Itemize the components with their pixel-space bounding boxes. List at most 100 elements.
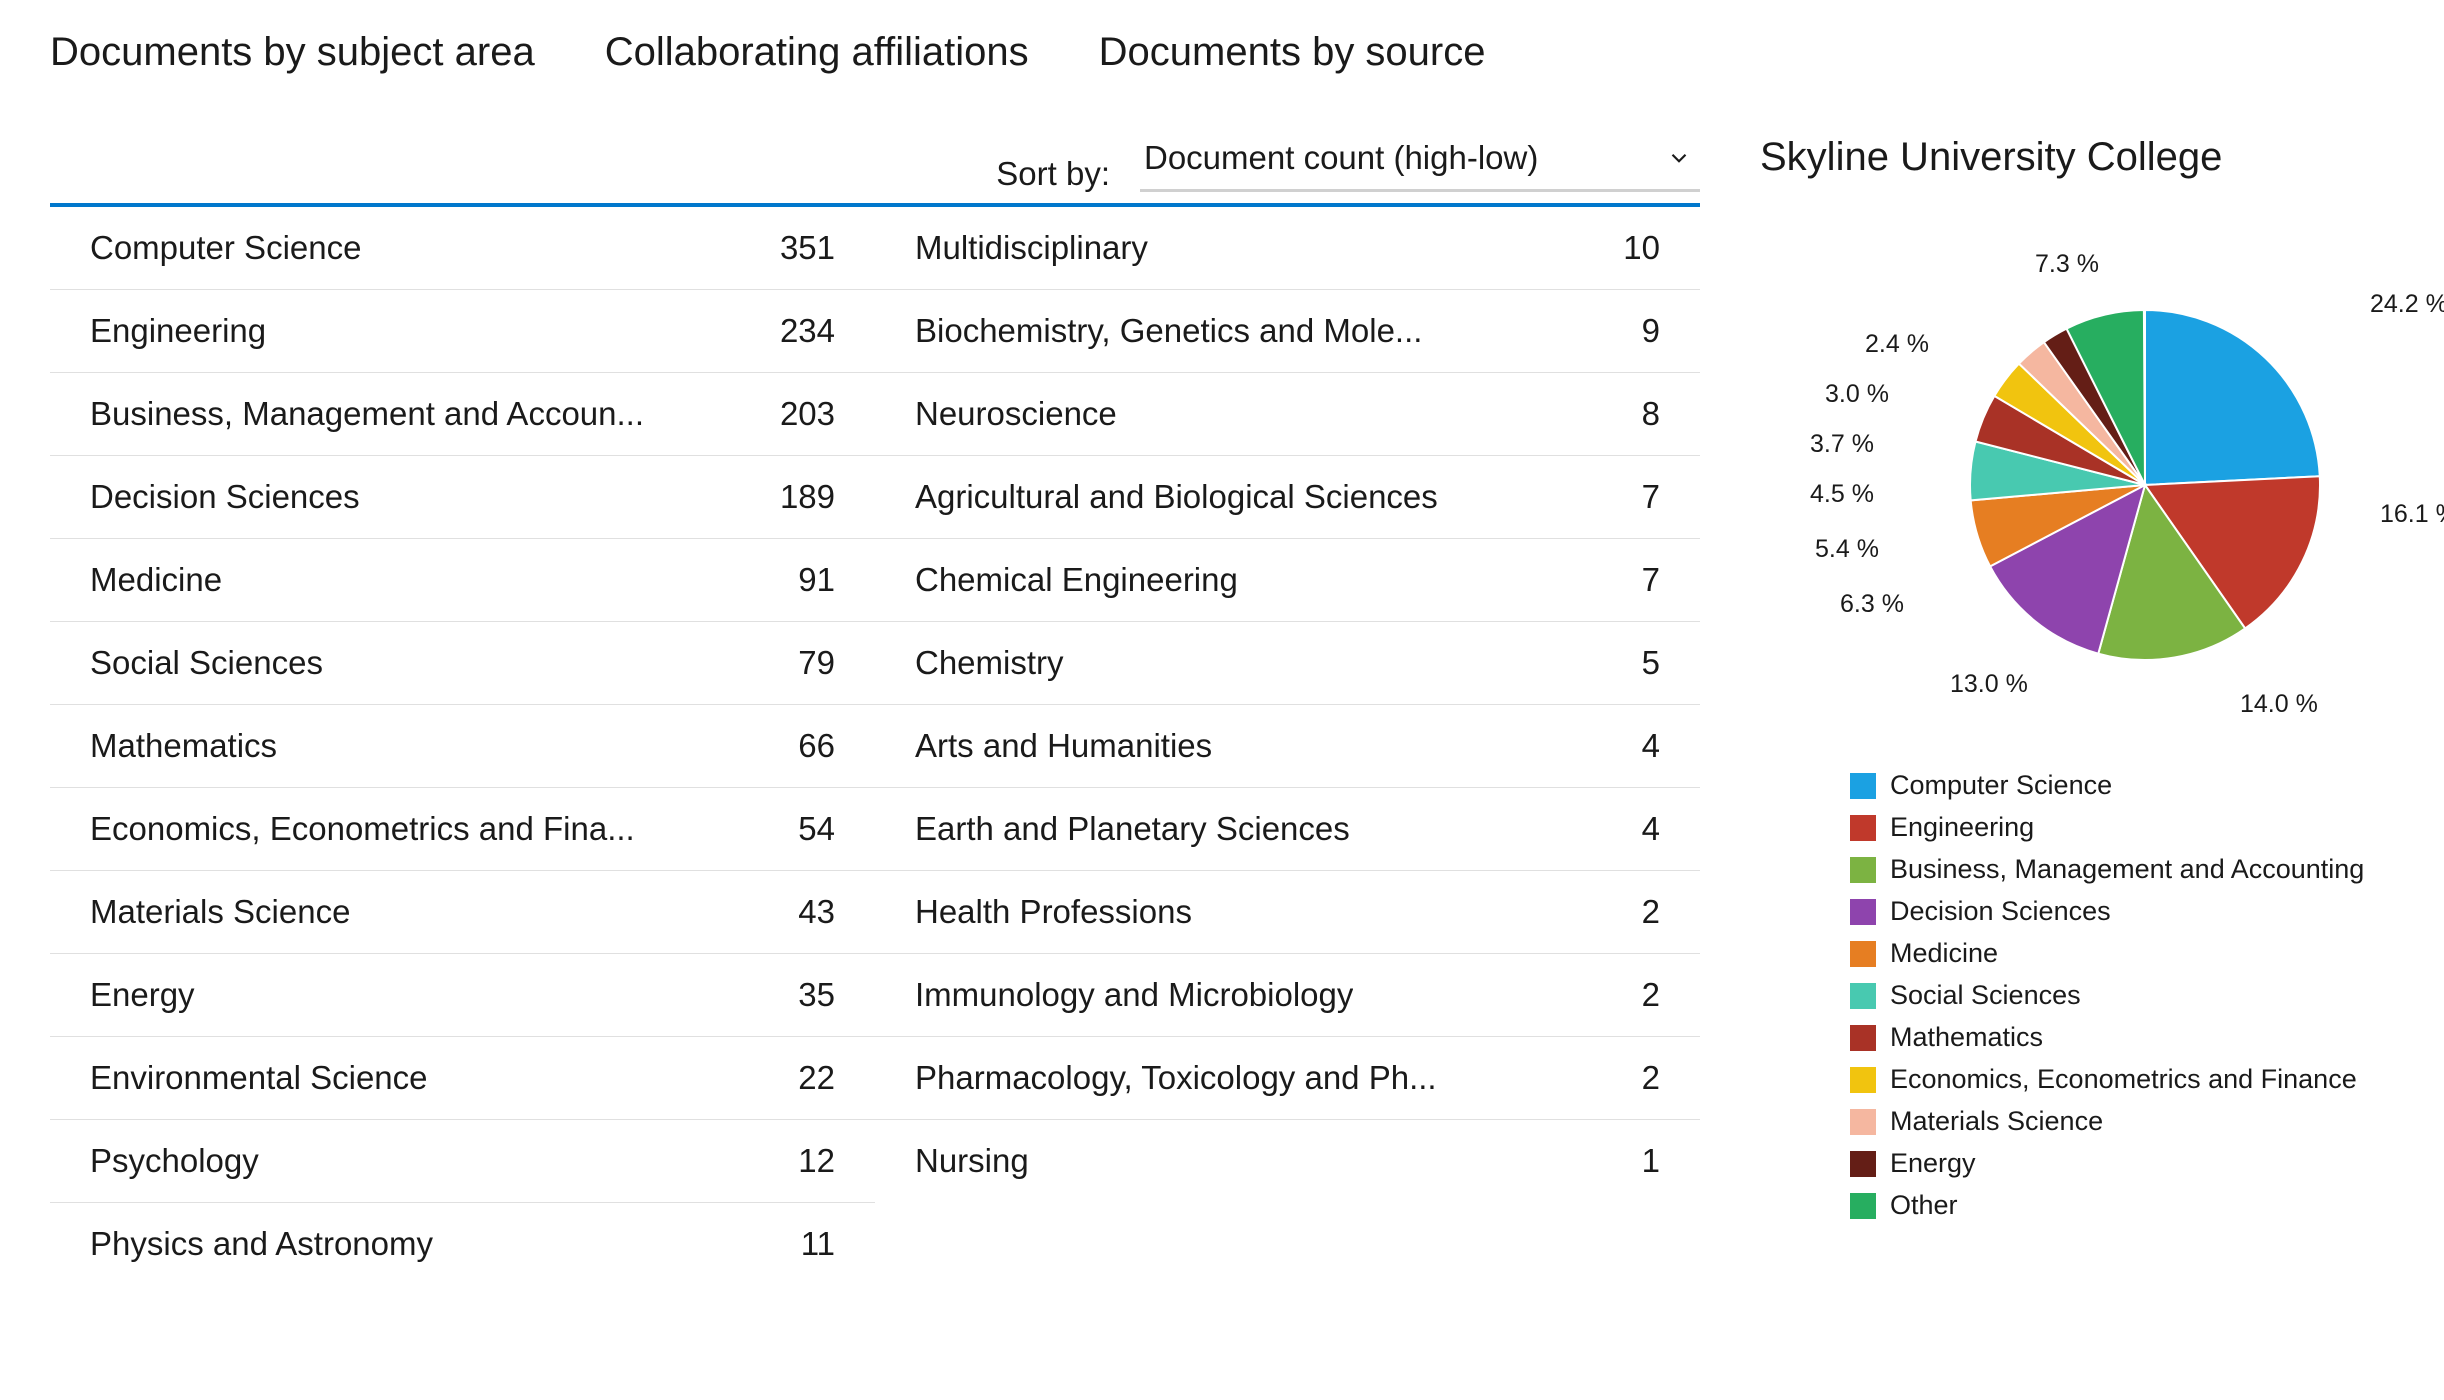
legend-label: Materials Science — [1890, 1106, 2103, 1137]
pie-slice-label: 3.7 % — [1810, 430, 1874, 459]
table-row[interactable]: Pharmacology, Toxicology and Ph...2 — [875, 1037, 1700, 1120]
row-value: 91 — [765, 561, 845, 599]
table-row[interactable]: Health Professions2 — [875, 871, 1700, 954]
row-value: 12 — [765, 1142, 845, 1180]
table-row[interactable]: Engineering234 — [50, 290, 875, 373]
row-value: 4 — [1590, 810, 1670, 848]
table-row[interactable]: Chemistry5 — [875, 622, 1700, 705]
row-label: Arts and Humanities — [915, 727, 1212, 765]
row-value: 189 — [765, 478, 845, 516]
row-value: 54 — [765, 810, 845, 848]
row-label: Mathematics — [90, 727, 277, 765]
pie-slice-label: 16.1 % — [2380, 500, 2444, 529]
legend-item[interactable]: Mathematics — [1850, 1022, 2440, 1053]
table-row[interactable]: Physics and Astronomy 11 — [50, 1203, 875, 1285]
pie-slice-label: 4.5 % — [1810, 480, 1874, 509]
legend-label: Business, Management and Accounting — [1890, 854, 2364, 885]
table-row[interactable]: Neuroscience 8 — [875, 373, 1700, 456]
row-label: Business, Management and Accoun... — [90, 395, 644, 433]
row-label: Decision Sciences — [90, 478, 360, 516]
table-row[interactable]: Nursing1 — [875, 1120, 1700, 1202]
legend-swatch — [1850, 1109, 1876, 1135]
pie-slice-label: 6.3 % — [1840, 590, 1904, 619]
legend-label: Economics, Econometrics and Finance — [1890, 1064, 2357, 1095]
table-row[interactable]: Arts and Humanities 4 — [875, 705, 1700, 788]
table-row[interactable]: Psychology12 — [50, 1120, 875, 1203]
row-value: 10 — [1590, 229, 1670, 267]
pie-slice-label: 2.4 % — [1865, 330, 1929, 359]
row-label: Biochemistry, Genetics and Mole... — [915, 312, 1422, 350]
legend-item[interactable]: Decision Sciences — [1850, 896, 2440, 927]
table-row[interactable]: Environmental Science 22 — [50, 1037, 875, 1120]
row-value: 9 — [1590, 312, 1670, 350]
table-row[interactable]: Agricultural and Biological Sciences7 — [875, 456, 1700, 539]
table-row[interactable]: Computer Science351 — [50, 207, 875, 290]
table-row[interactable]: Chemical Engineering7 — [875, 539, 1700, 622]
row-label: Chemistry — [915, 644, 1064, 682]
row-label: Physics and Astronomy — [90, 1225, 433, 1263]
table-row[interactable]: Multidisciplinary10 — [875, 207, 1700, 290]
row-value: 79 — [765, 644, 845, 682]
pie-slice-label: 13.0 % — [1950, 670, 2028, 699]
row-value: 66 — [765, 727, 845, 765]
tab-subject-area[interactable]: Documents by subject area — [50, 30, 535, 75]
legend-item[interactable]: Energy — [1850, 1148, 2440, 1179]
row-label: Neuroscience — [915, 395, 1117, 433]
legend-label: Energy — [1890, 1148, 1976, 1179]
table-row[interactable]: Economics, Econometrics and Fina... 54 — [50, 788, 875, 871]
legend-item[interactable]: Social Sciences — [1850, 980, 2440, 1011]
pie-chart — [1970, 310, 2320, 660]
row-value: 8 — [1590, 395, 1670, 433]
row-label: Computer Science — [90, 229, 361, 267]
pie-slice[interactable] — [2145, 310, 2320, 485]
row-label: Earth and Planetary Sciences — [915, 810, 1350, 848]
legend-item[interactable]: Materials Science — [1850, 1106, 2440, 1137]
table-row[interactable]: Business, Management and Accoun...203 — [50, 373, 875, 456]
row-value: 2 — [1590, 976, 1670, 1014]
legend-item[interactable]: Medicine — [1850, 938, 2440, 969]
row-value: 234 — [765, 312, 845, 350]
table-row[interactable]: Biochemistry, Genetics and Mole... 9 — [875, 290, 1700, 373]
row-label: Economics, Econometrics and Fina... — [90, 810, 635, 848]
tab-collaborating-affiliations[interactable]: Collaborating affiliations — [605, 30, 1029, 75]
row-label: Social Sciences — [90, 644, 323, 682]
legend-item[interactable]: Economics, Econometrics and Finance — [1850, 1064, 2440, 1095]
chart-title: Skyline University College — [1760, 135, 2440, 180]
table-row[interactable]: Medicine 91 — [50, 539, 875, 622]
row-value: 7 — [1590, 478, 1670, 516]
row-label: Nursing — [915, 1142, 1029, 1180]
tab-documents-by-source[interactable]: Documents by source — [1099, 30, 1486, 75]
table-col-1: Computer Science351Engineering234Busines… — [50, 207, 875, 1285]
table-row[interactable]: Immunology and Microbiology2 — [875, 954, 1700, 1037]
row-label: Environmental Science — [90, 1059, 428, 1097]
row-label: Health Professions — [915, 893, 1192, 931]
table-row[interactable]: Materials Science43 — [50, 871, 875, 954]
legend-item[interactable]: Business, Management and Accounting — [1850, 854, 2440, 885]
legend-item[interactable]: Computer Science — [1850, 770, 2440, 801]
row-value: 35 — [765, 976, 845, 1014]
tabs-bar: Documents by subject area Collaborating … — [50, 30, 2394, 75]
sort-value: Document count (high-low) — [1144, 139, 1538, 177]
sort-dropdown[interactable]: Document count (high-low) — [1140, 135, 1700, 192]
table-row[interactable]: Decision Sciences 189 — [50, 456, 875, 539]
row-value: 11 — [765, 1225, 845, 1263]
sort-row: Sort by: Document count (high-low) — [50, 135, 1700, 203]
legend-swatch — [1850, 899, 1876, 925]
legend-item[interactable]: Engineering — [1850, 812, 2440, 843]
table-row[interactable]: Social Sciences 79 — [50, 622, 875, 705]
pie-wrap: 24.2 %16.1 %14.0 %13.0 %6.3 %5.4 %4.5 %3… — [1800, 250, 2440, 730]
table-row[interactable]: Mathematics 66 — [50, 705, 875, 788]
table-row[interactable]: Energy35 — [50, 954, 875, 1037]
legend-item[interactable]: Other — [1850, 1190, 2440, 1221]
row-label: Chemical Engineering — [915, 561, 1238, 599]
row-value: 4 — [1590, 727, 1670, 765]
legend-swatch — [1850, 815, 1876, 841]
pie-slice-label: 7.3 % — [2035, 250, 2099, 279]
row-value: 22 — [765, 1059, 845, 1097]
legend-swatch — [1850, 1067, 1876, 1093]
row-value: 43 — [765, 893, 845, 931]
table-row[interactable]: Earth and Planetary Sciences 4 — [875, 788, 1700, 871]
legend-swatch — [1850, 941, 1876, 967]
main-content: Sort by: Document count (high-low) Compu… — [50, 135, 2394, 1285]
row-label: Medicine — [90, 561, 222, 599]
